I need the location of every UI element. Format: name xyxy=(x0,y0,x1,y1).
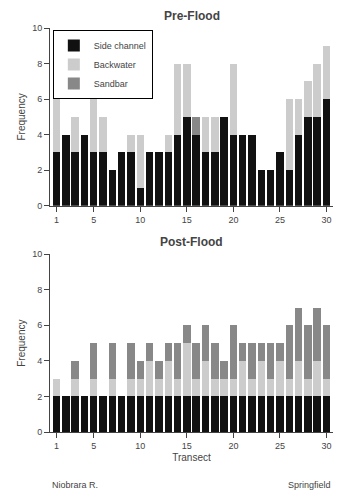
svg-text:0: 0 xyxy=(37,201,42,211)
svg-text:10: 10 xyxy=(135,215,145,225)
svg-text:Niobrara R.: Niobrara R. xyxy=(52,480,98,490)
svg-text:25: 25 xyxy=(275,215,285,225)
svg-text:0: 0 xyxy=(37,427,42,437)
svg-text:Pre-Flood: Pre-Flood xyxy=(164,9,220,23)
svg-text:15: 15 xyxy=(182,215,192,225)
svg-text:Transect: Transect xyxy=(172,452,211,463)
svg-text:20: 20 xyxy=(228,215,238,225)
svg-text:4: 4 xyxy=(37,130,42,140)
svg-text:Frequency: Frequency xyxy=(16,319,27,366)
svg-text:30: 30 xyxy=(321,215,331,225)
svg-text:Backwater: Backwater xyxy=(94,60,136,70)
svg-text:20: 20 xyxy=(228,441,238,451)
svg-text:30: 30 xyxy=(321,441,331,451)
svg-text:1: 1 xyxy=(54,215,59,225)
svg-text:8: 8 xyxy=(37,59,42,69)
svg-text:25: 25 xyxy=(275,441,285,451)
svg-text:Frequency: Frequency xyxy=(16,93,27,140)
svg-text:Post-Flood: Post-Flood xyxy=(160,235,223,249)
svg-text:4: 4 xyxy=(37,356,42,366)
svg-text:5: 5 xyxy=(91,441,96,451)
svg-text:8: 8 xyxy=(37,285,42,295)
svg-text:10: 10 xyxy=(32,249,42,259)
svg-text:6: 6 xyxy=(37,320,42,330)
svg-text:6: 6 xyxy=(37,94,42,104)
svg-text:2: 2 xyxy=(37,392,42,402)
svg-text:Springfield: Springfield xyxy=(288,480,331,490)
svg-text:1: 1 xyxy=(54,441,59,451)
svg-text:Sandbar: Sandbar xyxy=(94,79,128,89)
svg-text:15: 15 xyxy=(182,441,192,451)
svg-text:5: 5 xyxy=(91,215,96,225)
svg-text:10: 10 xyxy=(32,23,42,33)
svg-text:2: 2 xyxy=(37,165,42,175)
svg-text:10: 10 xyxy=(135,441,145,451)
svg-text:Side channel: Side channel xyxy=(94,41,146,51)
